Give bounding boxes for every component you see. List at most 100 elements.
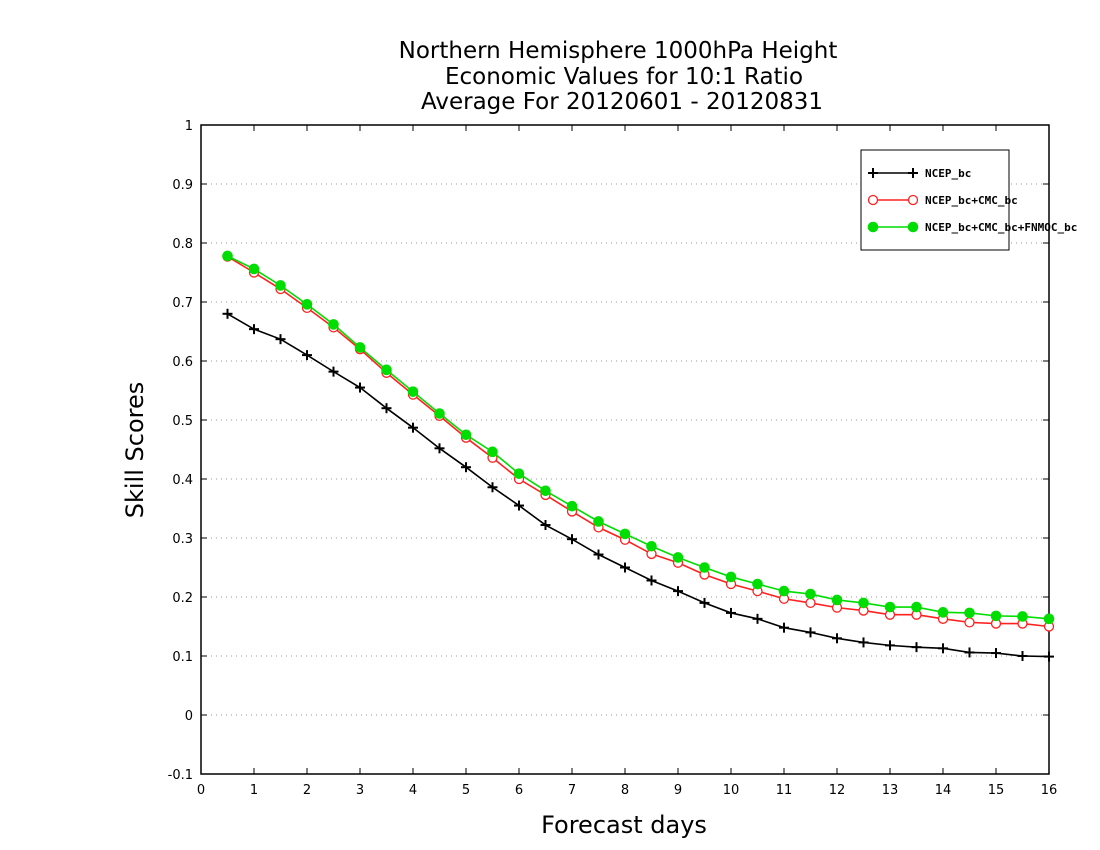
series-layer	[222, 250, 1055, 662]
data-point	[964, 617, 975, 628]
x-tick-label: 15	[988, 783, 1005, 798]
data-point	[938, 643, 948, 654]
y-axis-label: Skill Scores	[121, 382, 149, 519]
y-tick-label: 0.4	[172, 473, 193, 488]
legend-marker	[867, 221, 879, 233]
y-tick-label: -0.1	[168, 768, 193, 783]
data-point	[513, 468, 525, 479]
chart-title-line-2: Economic Values for 10:1 Ratio	[445, 64, 803, 90]
data-point	[355, 382, 365, 393]
legend-marker	[868, 168, 878, 178]
x-tick-label: 3	[356, 783, 364, 798]
data-point	[514, 500, 524, 511]
data-point	[540, 485, 551, 497]
data-point	[302, 350, 312, 361]
data-point	[752, 613, 763, 624]
x-tick-label: 16	[1041, 783, 1058, 798]
data-point	[1044, 651, 1054, 662]
data-point	[1043, 613, 1055, 625]
data-point	[301, 299, 313, 310]
data-point	[487, 482, 498, 493]
data-point	[911, 601, 922, 613]
data-point	[460, 429, 472, 441]
data-point	[222, 308, 233, 319]
x-tick-label: 1	[250, 783, 258, 798]
series-2	[222, 250, 1055, 625]
data-point	[779, 622, 789, 633]
y-tick-label: 0.7	[172, 296, 193, 311]
x-tick-label: 5	[462, 783, 470, 798]
data-point	[407, 386, 419, 397]
legend-marker	[907, 194, 919, 206]
axis-ticks: -0.100.10.20.30.40.50.60.70.80.910 1 2 3 4 5 6…	[168, 119, 1058, 798]
data-point	[434, 443, 445, 454]
y-tick-label: 0.8	[172, 237, 193, 252]
data-point	[805, 588, 816, 600]
data-point	[990, 610, 1002, 622]
data-point	[487, 446, 498, 458]
data-point	[619, 528, 631, 540]
x-tick-label: 8	[621, 783, 629, 798]
data-point	[593, 516, 604, 527]
data-point	[831, 594, 843, 606]
data-point	[646, 575, 657, 586]
legend-item: NCEP_bc+CMC_bc+FNMOC_bc	[867, 221, 1077, 234]
data-point	[408, 422, 418, 433]
data-point	[699, 562, 710, 573]
legend: NCEP_bc NCEP_bc+CMC_bc NCEP_bc+CMC_bc+FNMO…	[860, 149, 1077, 251]
y-tick-label: 0.3	[172, 532, 193, 547]
data-point	[964, 607, 975, 619]
data-point	[911, 642, 922, 653]
data-point	[354, 342, 366, 353]
x-tick-label: 12	[829, 783, 846, 798]
data-point	[328, 366, 339, 377]
data-point	[699, 597, 710, 608]
data-point	[805, 627, 816, 638]
data-point	[752, 578, 763, 590]
y-tick-label: 0.1	[172, 650, 193, 665]
legend-marker	[867, 194, 879, 206]
data-point	[275, 334, 286, 345]
data-point	[805, 597, 816, 609]
x-tick-label: 9	[674, 783, 682, 798]
data-point	[725, 571, 737, 583]
data-point	[1017, 611, 1028, 622]
data-point	[858, 637, 869, 648]
data-point	[248, 263, 260, 275]
chart-title-line-3: Average For 20120601 - 20120831	[421, 89, 823, 115]
y-tick-label: 0	[185, 709, 193, 724]
data-point	[672, 552, 684, 563]
series-0	[222, 308, 1054, 662]
data-point	[381, 403, 392, 414]
data-point	[620, 562, 630, 573]
legend-label: NCEP_bc+CMC_bc+FNMOC_bc	[925, 221, 1077, 234]
data-point	[461, 462, 471, 473]
legend-marker	[907, 221, 919, 233]
data-point	[726, 607, 736, 618]
data-point	[540, 520, 551, 531]
data-point	[673, 586, 683, 597]
data-point	[964, 647, 975, 658]
y-tick-label: 1	[185, 119, 193, 134]
data-point	[1017, 651, 1028, 661]
legend-item: NCEP_bc	[868, 167, 971, 180]
x-tick-label: 4	[409, 783, 417, 798]
y-tick-label: 0.5	[172, 414, 193, 429]
x-tick-label: 6	[515, 783, 523, 798]
data-point	[885, 640, 895, 651]
data-point	[858, 597, 869, 609]
x-tick-label: 2	[303, 783, 311, 798]
legend-items: NCEP_bc NCEP_bc+CMC_bc NCEP_bc+CMC_bc+FNMO…	[867, 167, 1077, 234]
x-tick-label: 7	[568, 783, 576, 798]
y-tick-label: 0.9	[172, 178, 193, 193]
data-point	[991, 648, 1001, 659]
x-tick-label: 14	[935, 783, 952, 798]
data-point	[884, 601, 896, 613]
data-point	[567, 534, 577, 545]
legend-item: NCEP_bc+CMC_bc	[867, 194, 1018, 207]
x-tick-label: 0	[197, 783, 205, 798]
chart-title-line-1: Northern Hemisphere 1000hPa Height	[399, 38, 838, 64]
data-point	[222, 250, 233, 262]
